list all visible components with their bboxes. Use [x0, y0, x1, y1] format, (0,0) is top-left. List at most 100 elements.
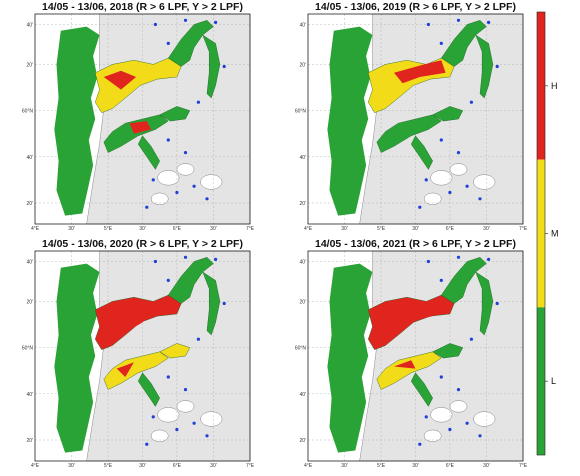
fjord-south-branch-zone	[137, 372, 160, 407]
fjord-hardanger-zone	[103, 114, 169, 153]
lon-tick-label: 5°E	[377, 226, 386, 232]
lon-tick-label: 4°E	[304, 226, 313, 232]
island	[473, 174, 496, 190]
island	[200, 174, 223, 190]
colorbar-label: M	[551, 229, 559, 239]
station-marker	[465, 421, 469, 425]
station-marker	[153, 22, 157, 27]
station-marker	[495, 301, 499, 306]
lon-tick-label: 6°E	[173, 463, 182, 469]
lat-tick-label: 20'	[26, 201, 33, 207]
station-marker	[175, 427, 179, 432]
lat-tick-label: 60°N	[22, 109, 34, 115]
island	[423, 192, 442, 205]
map-panel-2018: 14/05 - 13/06, 2018 (R > 6 LPF, Y > 2 LP…	[22, 1, 255, 232]
station-marker	[439, 138, 443, 142]
station-marker	[166, 278, 170, 282]
station-marker	[153, 259, 157, 264]
island	[449, 400, 468, 413]
station-marker	[183, 388, 188, 392]
panel-title: 14/05 - 13/06, 2021 (R > 6 LPF, Y > 2 LP…	[315, 238, 516, 250]
station-marker	[465, 184, 469, 188]
lon-tick-label: 7°E	[519, 463, 528, 469]
lat-tick-label: 60°N	[295, 109, 307, 115]
lon-tick-label: 6°E	[446, 226, 455, 232]
coastal-zone-low	[327, 263, 373, 453]
panel-title: 14/05 - 13/06, 2018 (R > 6 LPF, Y > 2 LP…	[42, 1, 243, 13]
fjord-hardanger-zone	[103, 351, 169, 390]
coastal-zone-low	[327, 26, 373, 216]
lon-tick-label: 30'	[139, 463, 146, 469]
station-marker	[222, 301, 226, 306]
station-marker	[469, 337, 473, 341]
island	[176, 400, 195, 413]
high-risk-zone	[116, 362, 134, 377]
island	[157, 170, 180, 186]
station-marker	[456, 388, 461, 392]
station-marker	[183, 151, 188, 155]
island	[200, 411, 223, 427]
colorbar-label: H	[551, 81, 558, 91]
station-marker	[448, 427, 452, 432]
station-marker	[439, 375, 443, 379]
station-marker	[214, 20, 218, 24]
station-marker	[439, 278, 443, 282]
lon-tick-label: 30'	[210, 463, 217, 469]
lat-tick-label: 40'	[299, 155, 306, 161]
fjord-inner-branch-zone	[159, 106, 191, 122]
high-risk-zone	[108, 303, 156, 335]
lon-tick-label: 4°E	[31, 226, 40, 232]
lat-tick-label: 60°N	[22, 346, 34, 352]
station-marker	[456, 255, 461, 259]
panel-frame	[34, 250, 251, 462]
fjord-hardanger-zone	[376, 114, 442, 153]
lat-tick-label: 20'	[299, 299, 306, 305]
island	[176, 163, 195, 176]
high-risk-zone	[103, 70, 137, 90]
station-marker	[495, 64, 499, 69]
high-risk-zone	[129, 121, 152, 134]
lat-tick-label: 20'	[26, 299, 33, 305]
lon-tick-label: 30'	[139, 226, 146, 232]
island	[430, 170, 453, 186]
panel-frame	[307, 250, 524, 462]
station-marker	[478, 197, 482, 201]
station-marker	[469, 100, 473, 104]
station-marker	[426, 22, 430, 27]
lat-tick-label: 40'	[26, 23, 33, 29]
station-marker	[205, 197, 209, 201]
station-marker	[151, 415, 155, 419]
fjord-east-branch-zone	[202, 271, 221, 336]
map-panel-2019: 14/05 - 13/06, 2019 (R > 6 LPF, Y > 2 LP…	[295, 1, 528, 232]
high-risk-zone	[394, 60, 446, 84]
fjord-south-branch-zone	[410, 372, 433, 407]
station-marker	[456, 18, 461, 22]
colorbar: H M L	[536, 11, 559, 456]
lat-tick-label: 20'	[299, 201, 306, 207]
lon-tick-label: 4°E	[31, 463, 40, 469]
lat-tick-label: 40'	[299, 392, 306, 398]
lat-tick-label: 60°N	[295, 346, 307, 352]
lat-tick-label: 40'	[26, 260, 33, 266]
lon-tick-label: 4°E	[304, 463, 313, 469]
colorbar-segment-m	[537, 159, 545, 308]
fjord-south-branch-zone	[410, 135, 433, 170]
station-marker	[478, 434, 482, 438]
fjord-inner-branch-zone	[432, 343, 464, 359]
lon-tick-label: 30'	[412, 463, 419, 469]
fjord-north-branch-zone	[441, 257, 487, 304]
lon-tick-label: 7°E	[246, 226, 255, 232]
station-marker	[214, 257, 218, 261]
island	[150, 192, 169, 205]
station-marker	[175, 190, 179, 195]
station-marker	[196, 337, 200, 341]
station-marker	[205, 434, 209, 438]
lon-tick-label: 30'	[68, 463, 75, 469]
station-marker	[424, 415, 428, 419]
lon-tick-label: 30'	[483, 226, 490, 232]
lat-tick-label: 20'	[26, 438, 33, 444]
fjord-east-branch-zone	[202, 34, 221, 99]
lon-tick-label: 30'	[412, 226, 419, 232]
